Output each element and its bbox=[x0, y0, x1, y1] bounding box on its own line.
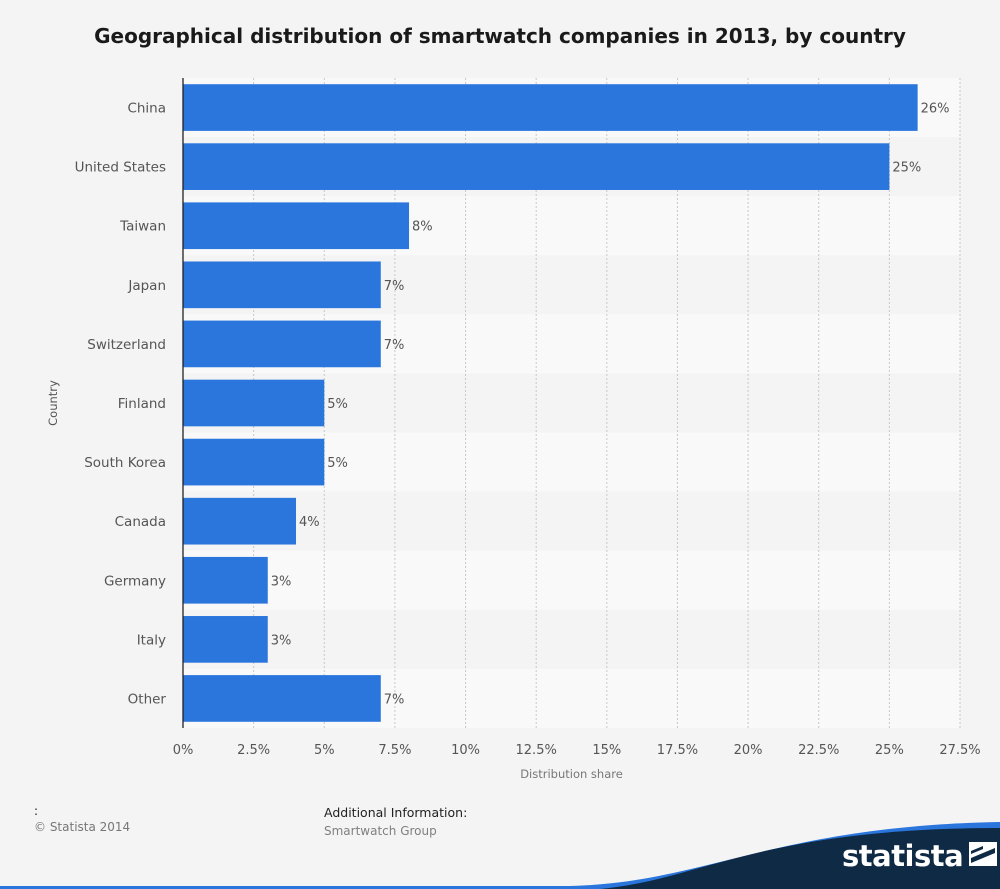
category-label: Japan bbox=[127, 278, 166, 294]
category-label: Switzerland bbox=[87, 337, 166, 353]
data-label: 3% bbox=[271, 633, 292, 648]
additional-info-value[interactable]: Smartwatch Group bbox=[324, 824, 437, 838]
x-tick-label: 12.5% bbox=[516, 743, 557, 758]
data-label: 7% bbox=[384, 692, 405, 707]
category-label: Other bbox=[128, 691, 167, 707]
additional-info-label: Additional Information: bbox=[324, 805, 468, 820]
footer-colon: : bbox=[34, 804, 39, 818]
category-label: United States bbox=[75, 160, 166, 176]
x-tick-label: 2.5% bbox=[237, 743, 270, 758]
bar bbox=[183, 202, 410, 250]
category-label: Canada bbox=[115, 514, 166, 530]
x-tick-label: 0% bbox=[173, 743, 194, 758]
data-label: 7% bbox=[384, 338, 405, 353]
x-tick-label: 7.5% bbox=[378, 743, 411, 758]
data-label: 25% bbox=[892, 161, 921, 176]
data-label: 5% bbox=[327, 456, 348, 471]
bar bbox=[183, 143, 890, 190]
x-tick-label: 17.5% bbox=[657, 743, 698, 758]
brand-swoosh bbox=[600, 828, 1000, 889]
x-tick-label: 15% bbox=[592, 743, 621, 758]
x-tick-label: 27.5% bbox=[939, 743, 980, 758]
data-label: 7% bbox=[384, 279, 405, 294]
data-label: 4% bbox=[299, 515, 320, 530]
bar bbox=[183, 320, 381, 368]
x-tick-label: 5% bbox=[314, 743, 335, 758]
row-band bbox=[183, 550, 960, 610]
brand-banner bbox=[0, 822, 1000, 889]
category-label: South Korea bbox=[84, 455, 166, 471]
category-label: Italy bbox=[137, 632, 166, 648]
bar bbox=[183, 616, 268, 663]
source-text: © Statista 2014 bbox=[34, 820, 131, 834]
data-label: 26% bbox=[921, 102, 950, 117]
bar bbox=[183, 675, 381, 722]
category-label: Finland bbox=[118, 396, 166, 412]
bar bbox=[183, 497, 297, 545]
bar bbox=[183, 261, 381, 309]
statista-logo-icon bbox=[969, 842, 998, 870]
x-tick-label: 22.5% bbox=[798, 743, 839, 758]
row-band bbox=[183, 491, 960, 551]
y-axis-title: Country bbox=[46, 380, 60, 426]
bar bbox=[183, 438, 325, 486]
bar bbox=[183, 556, 268, 604]
row-band bbox=[183, 609, 960, 669]
x-tick-label: 10% bbox=[451, 743, 480, 758]
statista-logo[interactable]: statista bbox=[842, 839, 998, 873]
bar bbox=[183, 379, 325, 427]
category-label: Germany bbox=[104, 573, 166, 589]
category-label: China bbox=[127, 101, 166, 117]
data-label: 3% bbox=[271, 574, 292, 589]
chart-title: Geographical distribution of smartwatch … bbox=[94, 24, 906, 48]
x-axis-title: Distribution share bbox=[520, 767, 623, 781]
bar bbox=[183, 84, 918, 131]
data-label: 8% bbox=[412, 220, 433, 235]
bar-chart: 26% China 25% United States 8% Taiwan 7% Japan 7… bbox=[46, 78, 981, 781]
data-label: 5% bbox=[327, 397, 348, 412]
brand-name: statista bbox=[842, 839, 964, 873]
x-tick-label: 20% bbox=[734, 743, 763, 758]
category-label: Taiwan bbox=[119, 219, 166, 235]
x-tick-label: 25% bbox=[875, 743, 904, 758]
